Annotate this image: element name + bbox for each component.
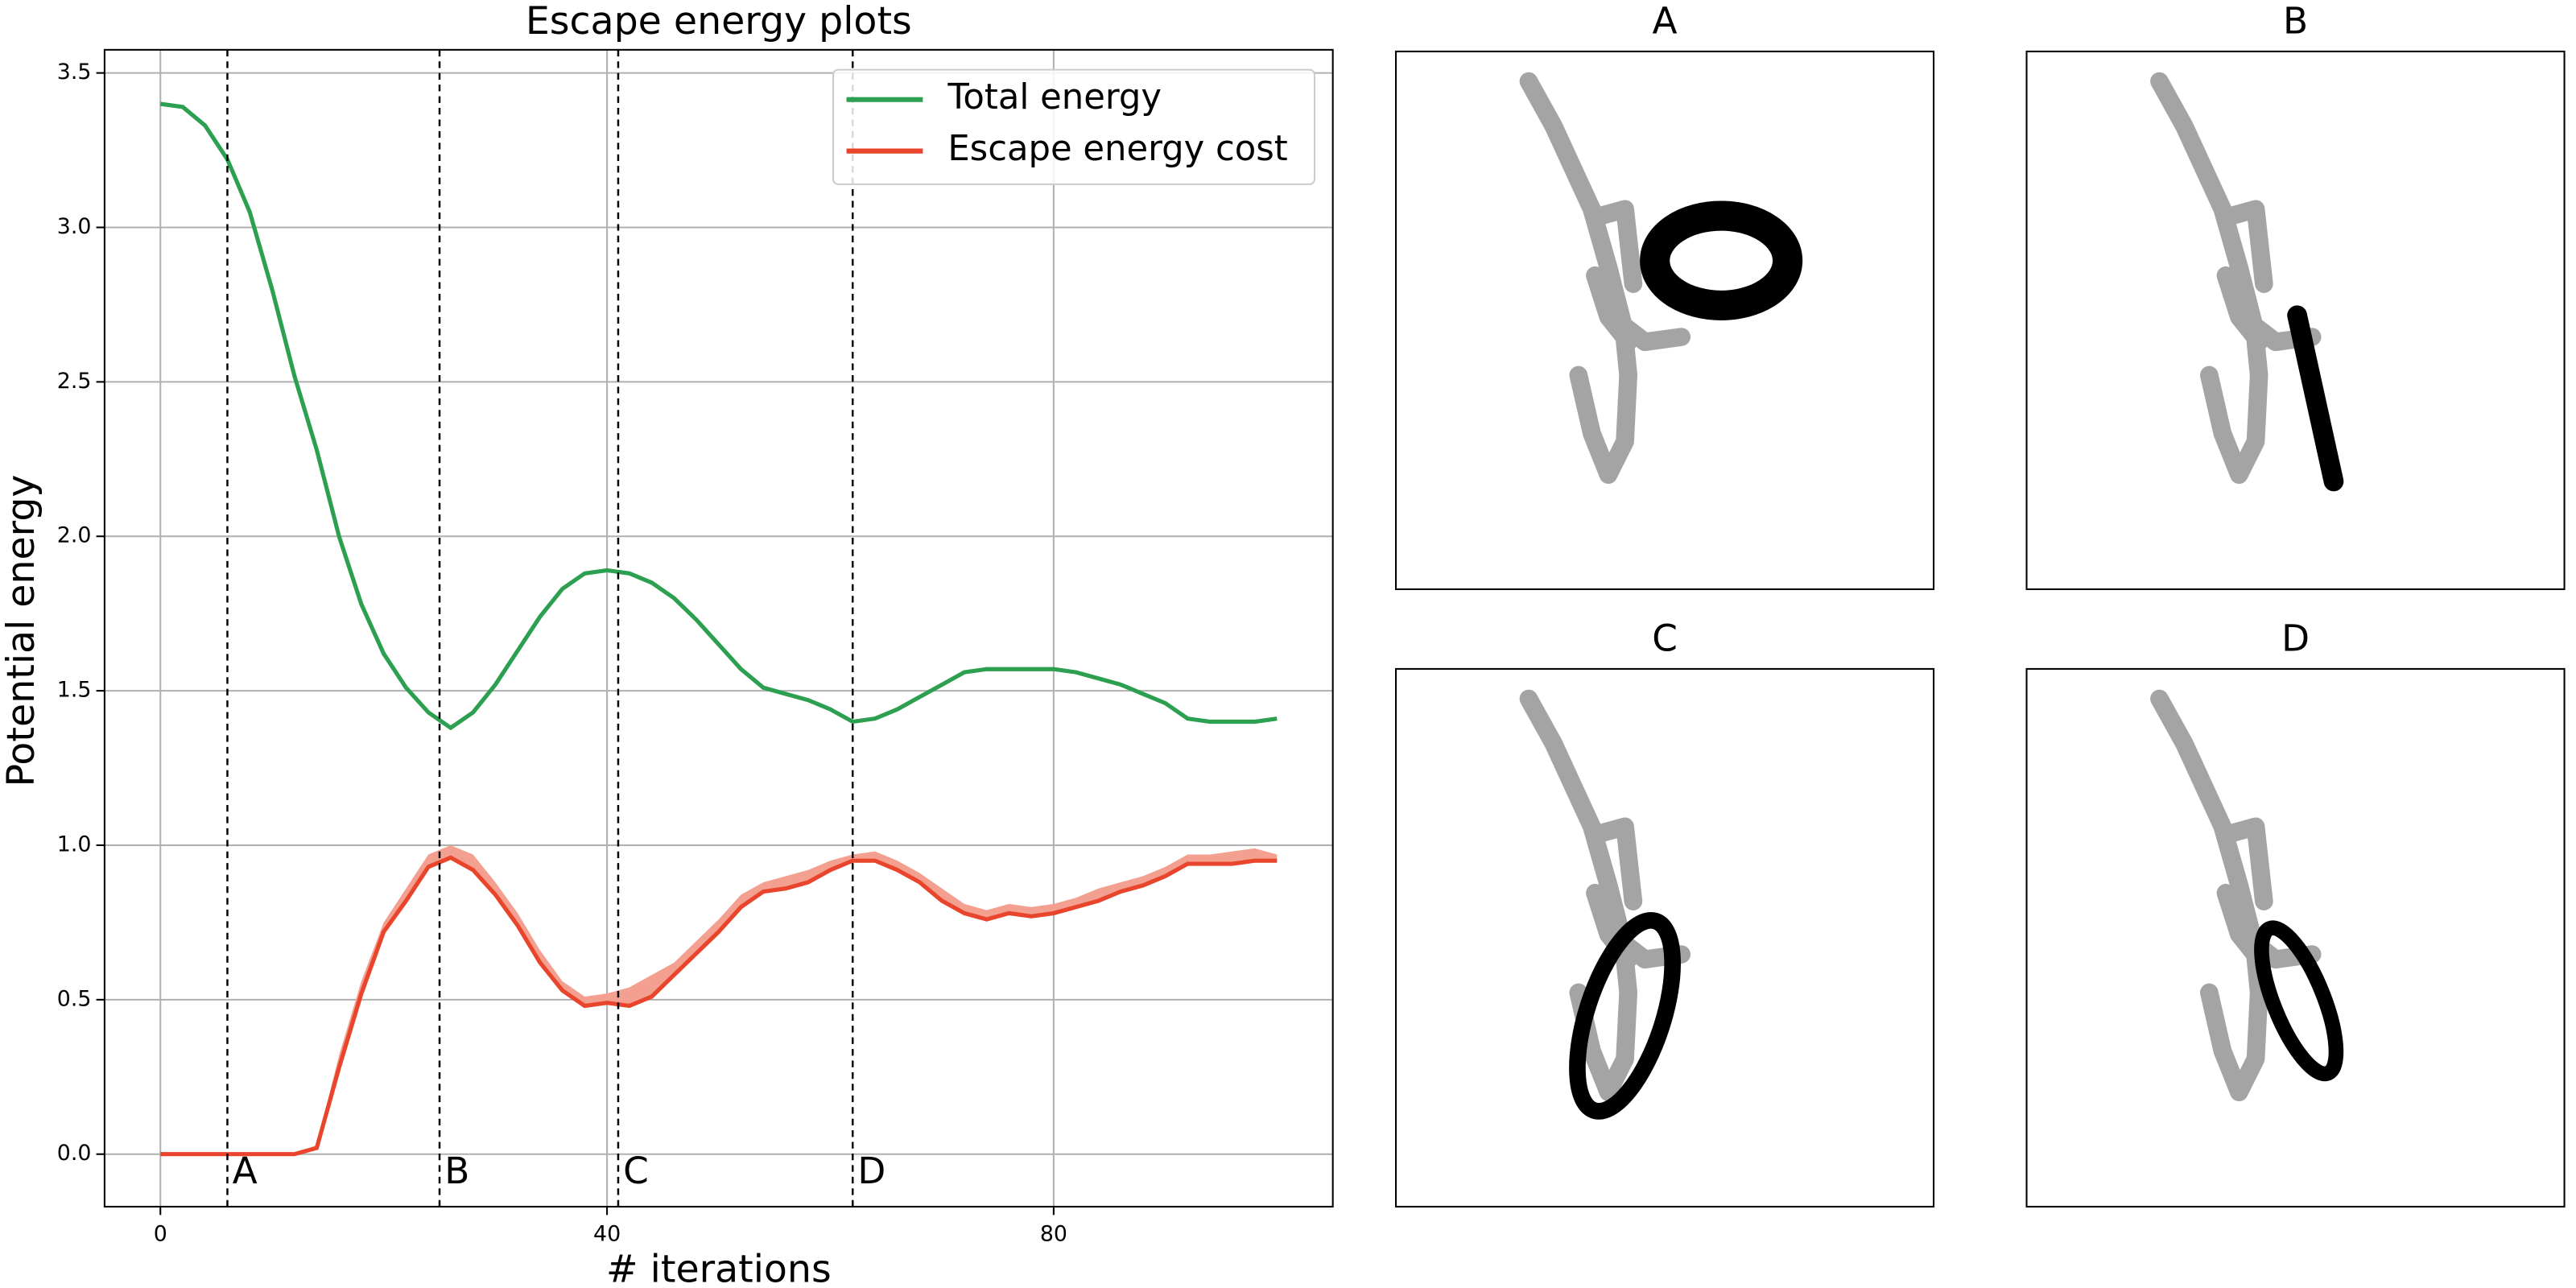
y-tick-label: 1.5 [57,678,92,703]
x-tick-label: 80 [1040,1222,1067,1247]
marker-label: B [444,1150,469,1192]
marker-label: C [623,1150,649,1192]
panel-title: C [1652,617,1678,659]
y-tick-label: 3.5 [57,60,92,85]
x-axis-label: # iterations [606,1247,832,1288]
y-tick-label: 2.0 [57,523,92,548]
series-line [159,101,1278,731]
x-tick-label: 0 [154,1222,167,1247]
ring [1640,200,1803,320]
y-tick-label: 0.5 [57,986,92,1011]
y-tick-label: 2.5 [57,369,92,394]
panel-frame [1394,50,1935,590]
legend-label: Total energy [947,77,1162,118]
ring [1569,911,1681,1120]
plot-area: 0 40 80 0.0 0.5 1.0 1.5 2.0 2.5 3.0 3.5 A B C D Total e… [57,48,1334,1247]
y-tick-label: 0.0 [57,1141,92,1166]
series-line [160,855,1278,1157]
panel-title: B [2283,0,2308,42]
marker-label: D [857,1150,886,1192]
x-tick-label: 40 [593,1222,621,1247]
plot-frame [103,48,1334,1208]
y-axis-label: Potential energy [0,475,43,787]
ring [2287,305,2344,492]
panel-title: A [1653,0,1678,42]
panel-title: D [2281,617,2310,659]
legend-label: Escape energy cost [947,129,1287,169]
y-tick-label: 1.0 [57,832,92,857]
ring [2254,920,2344,1082]
marker-label: A [233,1150,258,1192]
chart-title: Escape energy plots [526,0,912,43]
legend-box [832,68,1316,185]
panel-d: D [2025,617,2566,1208]
y-tick-label: 3.0 [57,214,92,239]
panel-b: B [2025,0,2566,590]
panel-a: A [1394,0,1935,590]
panel-c: C [1394,617,1935,1208]
